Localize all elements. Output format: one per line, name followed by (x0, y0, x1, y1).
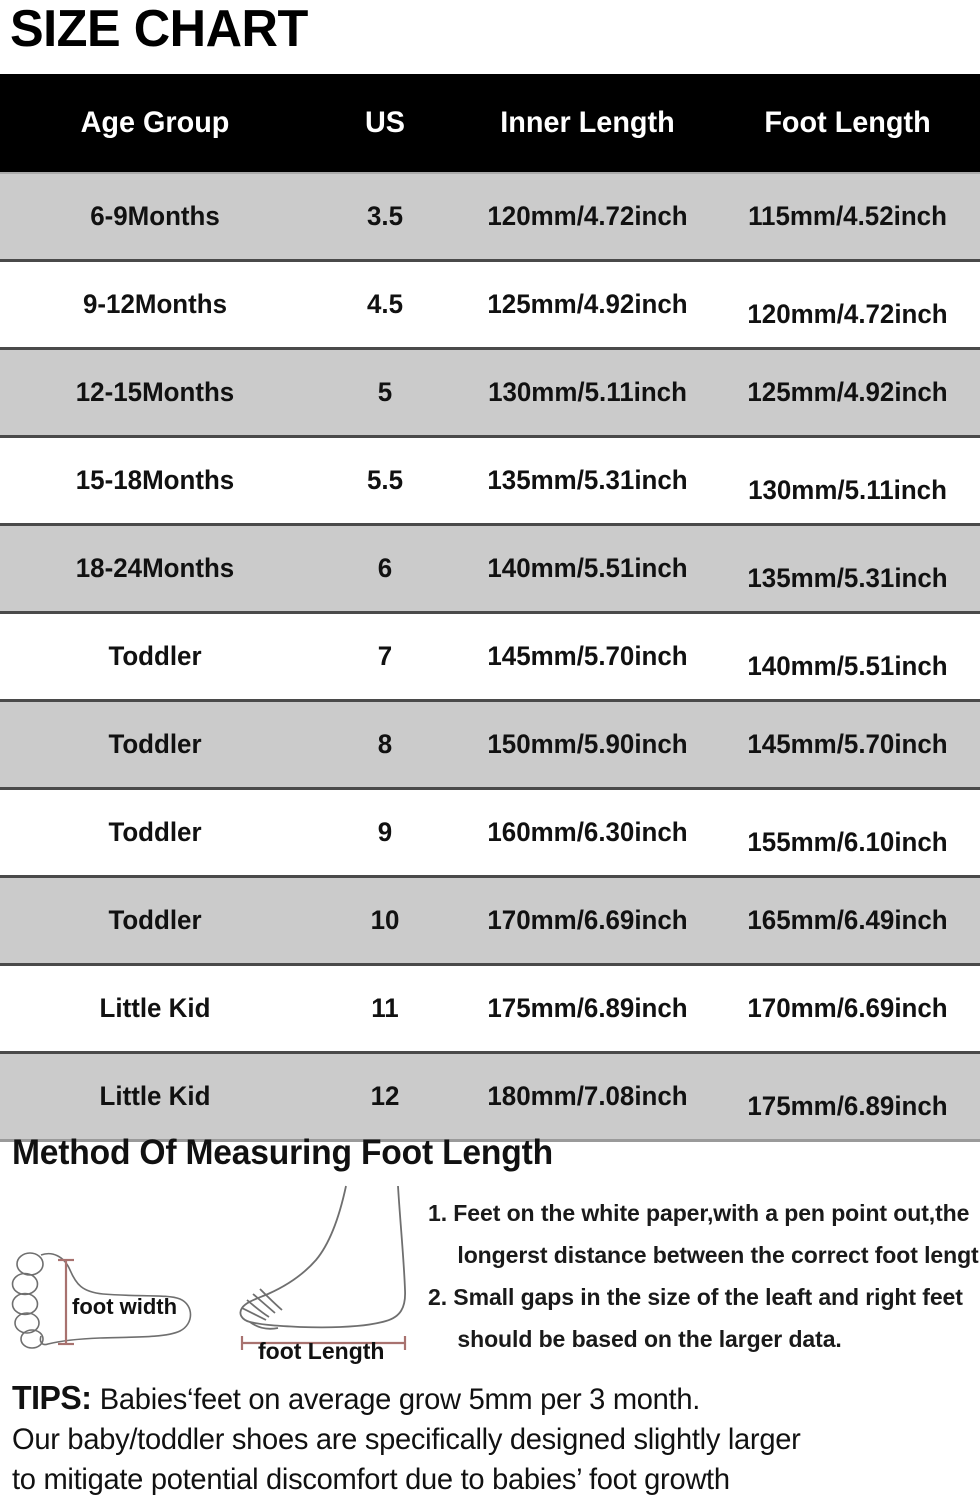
tips-section: TIPS: Babies‘feet on average grow 5mm pe… (12, 1378, 972, 1500)
page-title: SIZE CHART (10, 0, 308, 58)
size-chart-table: Age Group US Inner Length Foot Length 6-… (0, 74, 980, 1142)
cell-age-group: 9-12Months (82, 289, 228, 319)
cell-us: 10 (370, 905, 400, 935)
cell-age-group: Toddler (108, 729, 202, 759)
cell-age-group: 18-24Months (75, 553, 235, 583)
foot-length-label: foot Length (258, 1338, 385, 1364)
cell-foot-length: 175mm/6.89inch (747, 1091, 948, 1121)
cell-us: 4.5 (366, 289, 404, 319)
column-header-age-group: Age Group (80, 106, 230, 139)
tips-line-2: Our baby/toddler shoes are specifically … (12, 1423, 801, 1456)
cell-age-group: Toddler (108, 905, 202, 935)
cell-inner-length: 125mm/4.92inch (487, 289, 688, 319)
tips-line-3: to mitigate potential discomfort due to … (12, 1463, 730, 1496)
column-header-foot-length: Foot Length (764, 106, 931, 139)
cell-us: 3.5 (366, 201, 404, 231)
cell-foot-length: 135mm/5.31inch (747, 563, 948, 593)
cell-foot-length: 130mm/5.11inch (748, 475, 947, 505)
tips-line-1: TIPS: Babies‘feet on average grow 5mm pe… (12, 1378, 943, 1420)
cell-foot-length: 165mm/6.49inch (747, 905, 948, 935)
column-header-inner-length: Inner Length (500, 106, 675, 139)
foot-side-view-icon (239, 1185, 407, 1350)
measuring-instructions: 1. Feet on the white paper,with a pen po… (428, 1192, 980, 1360)
foot-width-label: foot width (72, 1294, 178, 1319)
table-row: Toddler 8 150mm/5.90inch 145mm/5.70inch (0, 702, 980, 790)
cell-us: 9 (377, 817, 393, 847)
table-row: 15-18Months 5.5 135mm/5.31inch 130mm/5.1… (0, 438, 980, 526)
table-row: Toddler 9 160mm/6.30inch 155mm/6.10inch (0, 790, 980, 878)
cell-foot-length: 125mm/4.92inch (747, 377, 948, 407)
instruction-line-2: longerst distance between the correct fo… (457, 1242, 980, 1268)
cell-us: 11 (371, 993, 399, 1023)
table-row: Little Kid 12 180mm/7.08inch 175mm/6.89i… (0, 1054, 980, 1142)
cell-age-group: 15-18Months (75, 465, 235, 495)
tips-text-1: Babies‘feet on average grow 5mm per 3 mo… (99, 1383, 701, 1416)
cell-us: 5.5 (366, 465, 404, 495)
cell-age-group: Toddler (108, 641, 202, 671)
table-row: 9-12Months 4.5 125mm/4.92inch 120mm/4.72… (0, 262, 980, 350)
table-row: 12-15Months 5 130mm/5.11inch 125mm/4.92i… (0, 350, 980, 438)
tips-label: TIPS: (12, 1379, 100, 1416)
instruction-line-4: should be based on the larger data. (457, 1326, 842, 1352)
cell-inner-length: 130mm/5.11inch (488, 377, 687, 407)
table-row: 6-9Months 3.5 120mm/4.72inch 115mm/4.52i… (0, 174, 980, 262)
column-header-us: US (364, 106, 406, 139)
table-row: Toddler 10 170mm/6.69inch 165mm/6.49inch (0, 878, 980, 966)
cell-us: 6 (377, 553, 393, 583)
cell-age-group: Toddler (108, 817, 202, 847)
cell-foot-length: 115mm/4.52inch (748, 201, 947, 231)
table-row: 18-24Months 6 140mm/5.51inch 135mm/5.31i… (0, 526, 980, 614)
table-header-row: Age Group US Inner Length Foot Length (0, 74, 980, 174)
footprint-top-view-icon (11, 1252, 192, 1349)
cell-inner-length: 175mm/6.89inch (487, 993, 688, 1023)
cell-inner-length: 170mm/6.69inch (487, 905, 688, 935)
cell-foot-length: 140mm/5.51inch (747, 651, 948, 681)
instruction-line-3: 2. Small gaps in the size of the leaft a… (428, 1284, 963, 1310)
cell-age-group: 6-9Months (90, 201, 220, 231)
cell-inner-length: 180mm/7.08inch (487, 1081, 688, 1111)
cell-age-group: 12-15Months (75, 377, 235, 407)
cell-age-group: Little Kid (99, 993, 211, 1023)
cell-us: 5 (377, 377, 393, 407)
cell-foot-length: 145mm/5.70inch (747, 729, 948, 759)
cell-us: 8 (377, 729, 393, 759)
table-row: Little Kid 11 175mm/6.89inch 170mm/6.69i… (0, 966, 980, 1054)
cell-foot-length: 120mm/4.72inch (747, 299, 948, 329)
cell-foot-length: 170mm/6.69inch (747, 993, 948, 1023)
cell-age-group: Little Kid (99, 1081, 211, 1111)
cell-inner-length: 160mm/6.30inch (487, 817, 688, 847)
foot-diagrams (0, 1180, 440, 1365)
instruction-line-1: 1. Feet on the white paper,with a pen po… (428, 1200, 970, 1226)
cell-inner-length: 120mm/4.72inch (487, 201, 688, 231)
cell-inner-length: 135mm/5.31inch (487, 465, 688, 495)
cell-us: 12 (370, 1081, 400, 1111)
cell-foot-length: 155mm/6.10inch (747, 827, 948, 857)
cell-inner-length: 145mm/5.70inch (487, 641, 688, 671)
table-row: Toddler 7 145mm/5.70inch 140mm/5.51inch (0, 614, 980, 702)
cell-inner-length: 150mm/5.90inch (487, 729, 688, 759)
cell-inner-length: 140mm/5.51inch (487, 553, 688, 583)
method-heading: Method Of Measuring Foot Length (12, 1133, 553, 1172)
cell-us: 7 (377, 641, 393, 671)
